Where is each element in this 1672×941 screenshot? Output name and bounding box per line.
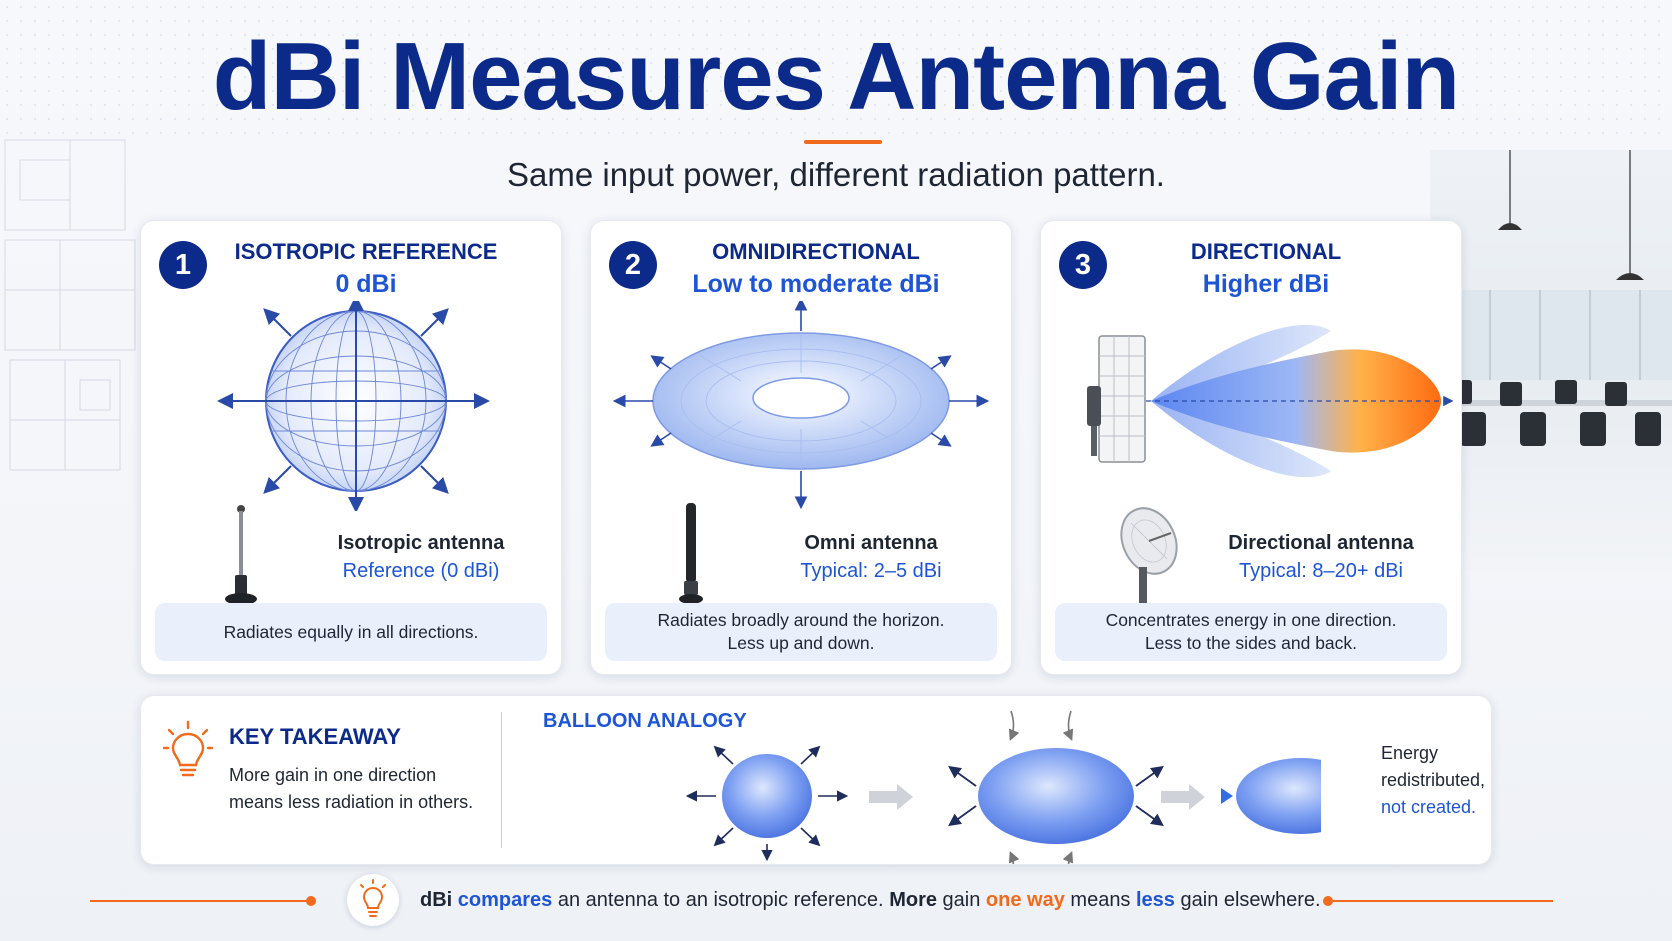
omni-antenna-icon — [679, 503, 703, 604]
blueprint-background — [4, 139, 136, 471]
divider — [501, 712, 502, 848]
page-subtitle: Same input power, different radiation pa… — [507, 156, 1165, 193]
balloon-squeezed-icon — [948, 710, 1164, 864]
antenna-name: Directional antenna — [1228, 532, 1414, 554]
card-description: Radiates equally in all directions. — [155, 603, 547, 661]
card-isotropic: 1 ISOTROPIC REFERENCE 0 dBi Isotropic an… — [140, 220, 562, 675]
takeaway-line: More gain in one direction — [229, 765, 437, 785]
arrow-right-icon — [869, 784, 913, 810]
office-background — [1430, 150, 1672, 570]
footer-part: gain — [942, 889, 981, 911]
step-number-badge: 1 — [159, 241, 207, 289]
step-number-badge: 2 — [609, 241, 657, 289]
card-heading: DIRECTIONAL — [1190, 239, 1342, 264]
footer-part: compares — [457, 889, 553, 911]
office-scene — [1430, 150, 1672, 446]
description-line: Less up and down. — [727, 633, 875, 653]
dish-antenna-icon — [1120, 507, 1178, 609]
antenna-name: Isotropic antenna — [337, 532, 505, 554]
card-description: Radiates broadly around the horizon. Les… — [605, 603, 997, 661]
isotropic-antenna-icon — [225, 505, 257, 605]
page-title: dBi Measures Antenna Gain — [212, 23, 1460, 130]
footer-lightbulb — [347, 874, 399, 926]
title-underline — [804, 140, 882, 144]
antenna-typical-gain: Typical: 8–20+ dBi — [1239, 560, 1403, 582]
isotropic-sphere-icon — [217, 301, 490, 511]
balloon-stretched-icon — [1221, 758, 1321, 834]
footer-part: means — [1070, 889, 1131, 911]
card-description: Concentrates energy in one direction. Le… — [1055, 603, 1447, 661]
footer-dot-right — [1323, 896, 1333, 906]
antenna-name: Omni antenna — [804, 532, 938, 554]
takeaway-panel: KEY TAKEAWAY More gain in one direction … — [140, 695, 1492, 865]
background-dot-pattern — [0, 0, 1672, 140]
description-line: Radiates broadly around the horizon. — [657, 610, 945, 630]
energy-line: Energy — [1381, 743, 1439, 763]
description-line: Radiates equally in all directions. — [223, 621, 479, 642]
footer-part: one way — [985, 889, 1065, 911]
lightbulb-icon — [163, 720, 213, 777]
card-heading: ISOTROPIC REFERENCE — [234, 239, 498, 264]
energy-line: redistributed, — [1381, 770, 1486, 790]
footer-rule-left — [90, 900, 310, 902]
footer-rule-right — [1333, 900, 1553, 902]
footer-part: gain elsewhere. — [1180, 889, 1321, 911]
balloon-title: BALLOON ANALOGY — [543, 710, 747, 732]
footer-part: dBi — [420, 889, 453, 911]
takeaway-title: KEY TAKEAWAY — [229, 724, 401, 749]
footer-part: an antenna to an isotropic reference. — [557, 889, 884, 911]
antenna-typical-gain: Typical: 2–5 dBi — [800, 560, 942, 582]
footer-part: less — [1136, 889, 1175, 911]
torus-pattern-icon — [612, 301, 990, 510]
footer-text: dBi compares an antenna to an isotropic … — [420, 886, 1321, 914]
arrow-right-icon — [1161, 784, 1205, 810]
balloon-diagram — [685, 710, 1321, 864]
description-line: Less to the sides and back. — [1144, 633, 1358, 653]
lightbulb-icon — [360, 879, 386, 917]
footer-part: More — [889, 889, 937, 911]
card-heading: OMNIDIRECTIONAL — [712, 239, 920, 264]
description-line: Concentrates energy in one direction. — [1105, 610, 1397, 630]
footer-dot-left — [306, 896, 316, 906]
step-number-badge: 3 — [1059, 241, 1107, 289]
card-gain: Low to moderate dBi — [692, 270, 940, 298]
card-omnidirectional: 2 OMNIDIRECTIONAL Low to moderate dBi Om… — [590, 220, 1012, 675]
card-gain: Higher dBi — [1202, 270, 1330, 298]
takeaway-line: means less radiation in others. — [229, 792, 474, 812]
directional-lobe-icon — [1087, 324, 1454, 478]
energy-note: Energy redistributed, not created. — [1381, 740, 1501, 821]
energy-line-highlight: not created. — [1381, 797, 1477, 817]
takeaway-text: More gain in one direction means less ra… — [229, 762, 479, 816]
balloon-round-icon — [685, 745, 849, 862]
card-directional: 3 DIRECTIONAL Higher dBi — [1040, 220, 1462, 675]
antenna-typical-gain: Reference (0 dBi) — [342, 560, 500, 582]
card-gain: 0 dBi — [335, 270, 397, 298]
